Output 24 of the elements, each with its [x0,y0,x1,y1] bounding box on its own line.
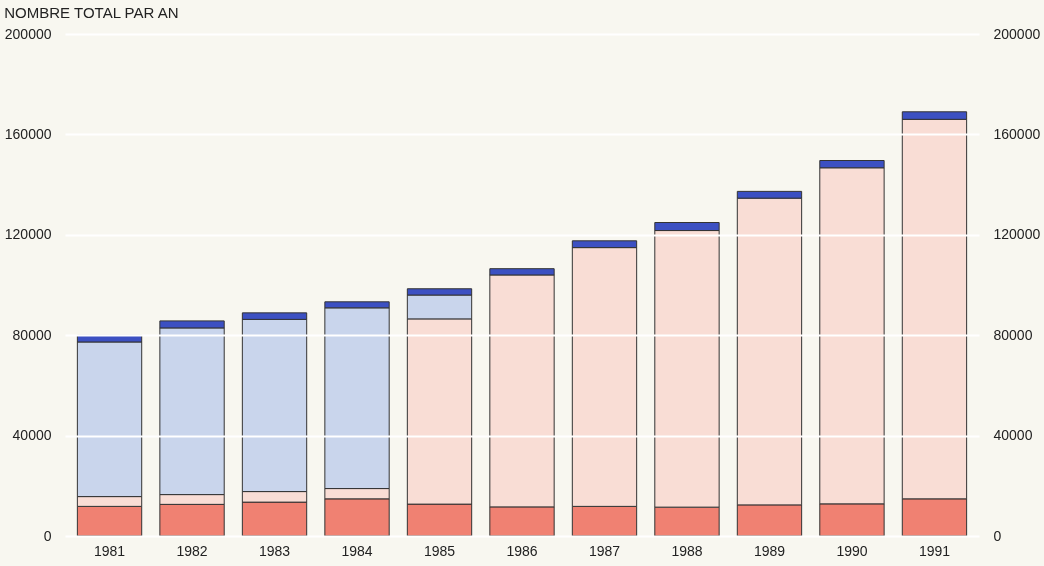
y2-tick-label: 40000 [993,427,1033,444]
x-tick-label: 1990 [836,542,868,559]
y-tick-label: 200000 [4,25,52,42]
x-tick-label: 1984 [341,542,373,559]
x-tick-label: 1987 [588,542,621,559]
x-tick-label: 1988 [671,542,703,559]
y-tick-label: 120000 [4,226,52,243]
y2-tick-label: 120000 [993,226,1041,243]
y2-tick-label: 80000 [993,326,1033,343]
y2-tick-label: 0 [993,527,1002,544]
x-tick-label: 1983 [258,542,291,559]
y-tick-label: 0 [43,527,52,544]
x-tick-label: 1982 [176,542,208,559]
x-tick-label: 1991 [918,542,951,559]
y-tick-label: 160000 [4,125,52,142]
y-tick-label: 80000 [12,326,52,343]
chart-title: NOMBRE TOTAL PAR AN [4,4,179,21]
x-tick-label: 1986 [506,542,538,559]
y2-tick-label: 160000 [993,125,1041,142]
y-tick-label: 40000 [12,427,52,444]
x-tick-label: 1981 [93,542,126,559]
x-tick-label: 1985 [423,542,456,559]
y2-tick-label: 200000 [993,25,1041,42]
x-tick-label: 1989 [753,542,786,559]
